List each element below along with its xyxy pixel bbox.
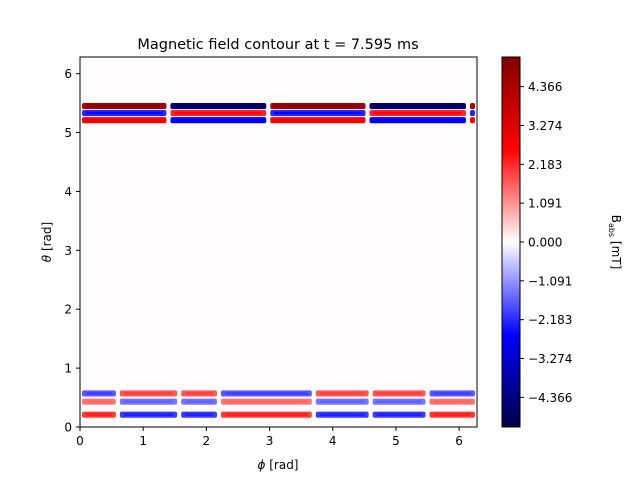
x-tick-label: 6 [455, 434, 463, 448]
lower-band-core [319, 413, 365, 416]
lower-band-core [86, 413, 112, 416]
upper-band-core [86, 111, 163, 115]
plot-frame [79, 56, 478, 428]
upper-band-core [86, 118, 163, 122]
y-axis-label: θ [rad] [40, 222, 54, 262]
x-axis-symbol: ϕ [257, 458, 265, 472]
y-axis-unit: [rad] [40, 222, 54, 255]
colorbar-ticks: 4.366 3.274 2.183 1.091 0.000 −1.091 −2.183 −3.… [520, 80, 572, 405]
upper-band-core [174, 111, 263, 115]
y-axis: 0 1 2 3 4 5 6 [64, 67, 80, 435]
colorbar-tick-label: 0.000 [528, 236, 562, 250]
lower-band-core [376, 413, 422, 416]
colorbar-gradient [501, 56, 521, 428]
colorbar-tick-label: −2.183 [528, 313, 572, 327]
colorbar-tick-label: 4.366 [528, 80, 562, 94]
upper-band-core [274, 118, 362, 122]
lower-band-core [225, 400, 308, 403]
lower-band-core [319, 400, 365, 403]
lower-band-core [86, 392, 112, 395]
x-axis-unit: [rad] [265, 458, 298, 472]
colorbar-label-sub: abs [607, 223, 616, 237]
lower-band-core [86, 400, 112, 403]
colorbar-tick-label: 2.183 [528, 158, 562, 172]
lower-band-core [225, 392, 308, 395]
upper-band-core [274, 104, 362, 108]
x-tick-label: 0 [76, 434, 84, 448]
upper-band-cell [469, 110, 475, 117]
lower-band-core [319, 392, 365, 395]
colorbar-label: Babs [mT] [607, 215, 623, 270]
colorbar-tick-label: −1.091 [528, 274, 572, 288]
x-tick-label: 5 [392, 434, 400, 448]
y-axis-symbol: θ [40, 254, 54, 262]
colorbar-tick-label: 1.091 [528, 197, 562, 211]
upper-band-core [373, 118, 462, 122]
upper-band-cell [469, 102, 475, 110]
lower-band-core [433, 413, 471, 416]
colorbar-tick-label: −4.366 [528, 391, 572, 405]
x-tick-label: 4 [329, 434, 337, 448]
upper-band-core [274, 111, 362, 115]
y-tick-label: 1 [64, 362, 72, 376]
lower-band-core [185, 392, 214, 395]
lower-band-core [123, 413, 174, 416]
y-tick-label: 5 [64, 126, 72, 140]
colorbar-tick-label: −3.274 [528, 352, 572, 366]
upper-band-core [86, 104, 163, 108]
field-bands [82, 102, 475, 418]
x-tick-label: 3 [266, 434, 274, 448]
upper-band-core [373, 111, 462, 115]
colorbar-tick-label: 3.274 [528, 119, 562, 133]
y-tick-label: 4 [64, 185, 72, 199]
x-axis: 0 1 2 3 4 5 6 [76, 427, 463, 448]
lower-band-core [123, 400, 174, 403]
chart-title: Magnetic field contour at t = 7.595 ms [137, 37, 418, 53]
upper-band-cell [469, 117, 475, 124]
heatmap-plot-area [79, 56, 478, 428]
colorbar-label-main: B [609, 215, 623, 223]
lower-band-core [185, 400, 214, 403]
x-tick-label: 2 [203, 434, 211, 448]
lower-band-core [433, 392, 471, 395]
lower-band-core [376, 400, 422, 403]
upper-band-core [174, 118, 263, 122]
lower-band-core [185, 413, 214, 416]
lower-band-core [225, 413, 308, 416]
lower-band-core [376, 392, 422, 395]
y-tick-label: 3 [64, 244, 72, 258]
colorbar-label-unit: [mT] [609, 237, 623, 269]
y-tick-label: 2 [64, 303, 72, 317]
y-tick-label: 6 [64, 67, 72, 81]
lower-band-core [123, 392, 174, 395]
x-tick-label: 1 [139, 434, 147, 448]
upper-band-core [373, 104, 462, 108]
lower-band-core [433, 400, 471, 403]
x-axis-label: ϕ [rad] [257, 458, 298, 472]
y-tick-label: 0 [64, 421, 72, 435]
upper-band-core [174, 104, 263, 108]
colorbar: 4.366 3.274 2.183 1.091 0.000 −1.091 −2.183 −3.… [501, 56, 623, 428]
